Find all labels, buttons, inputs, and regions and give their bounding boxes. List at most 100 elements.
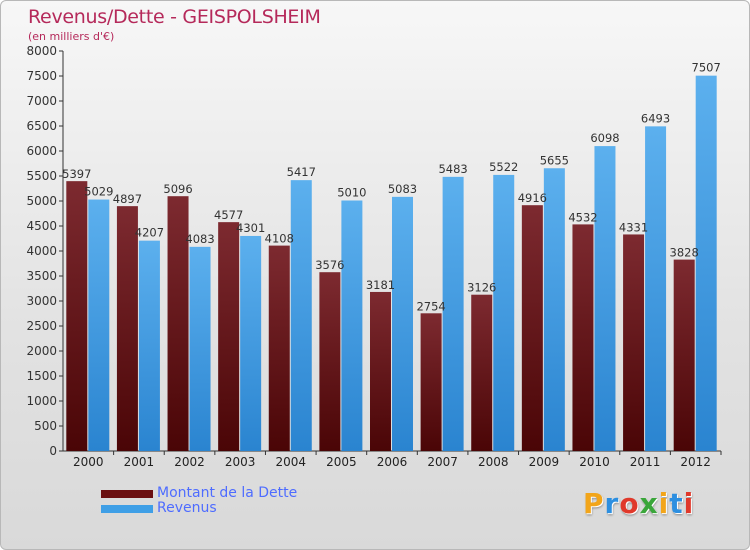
bar-revenue: [341, 200, 363, 451]
bars-group: [66, 75, 717, 452]
bar-revenue-label: 7507: [692, 61, 721, 75]
bar-debt-label: 4897: [113, 192, 142, 206]
legend-label-debt: Montant de la Dette: [157, 485, 298, 501]
bar-revenue-label: 5522: [489, 160, 518, 174]
logo-letter: r: [604, 487, 620, 520]
bar-debt-label: 3828: [670, 246, 699, 260]
bar-debt: [66, 181, 88, 451]
y-tick-label: 0: [49, 444, 57, 458]
legend-swatch-debt: [101, 490, 153, 498]
y-tick-label: 2000: [26, 344, 57, 358]
y-tick-label: 5000: [26, 194, 57, 208]
bar-debt-label: 5397: [62, 167, 91, 181]
bar-debt: [268, 245, 290, 451]
bar-revenue-label: 6493: [641, 111, 670, 125]
legend-item-revenue: Revenus: [101, 500, 361, 517]
y-tick-label: 4000: [26, 244, 57, 258]
x-tick-label: 2000: [73, 455, 104, 469]
bar-debt: [116, 206, 138, 451]
bar-debt: [218, 222, 240, 451]
logo-letter: t: [669, 487, 684, 520]
x-tick-label: 2008: [478, 455, 509, 469]
bar-revenue-label: 5483: [438, 162, 467, 176]
bar-debt: [319, 272, 341, 451]
y-tick-label: 3500: [26, 269, 57, 283]
y-tick-label: 3000: [26, 294, 57, 308]
bar-revenue: [240, 235, 262, 451]
x-tick-label: 2003: [225, 455, 256, 469]
bar-revenue: [138, 240, 160, 451]
bar-debt-label: 2754: [416, 299, 445, 313]
bar-debt: [673, 259, 695, 451]
bar-revenue-label: 5417: [287, 165, 316, 179]
logo-letter: o: [619, 487, 640, 520]
x-tick-label: 2001: [124, 455, 155, 469]
bar-revenue: [189, 246, 211, 451]
legend-label-revenue: Revenus: [157, 500, 217, 516]
x-tick-label: 2012: [680, 455, 711, 469]
bar-revenue-label: 4083: [185, 232, 214, 246]
bar-debt-label: 4331: [619, 220, 648, 234]
bar-revenue: [392, 196, 413, 451]
bar-revenue-label: 6098: [590, 131, 619, 145]
bar-debt-label: 4108: [265, 232, 294, 246]
bar-revenue: [645, 126, 667, 451]
y-tick-label: 7000: [26, 94, 57, 108]
bar-revenue: [442, 176, 464, 451]
bar-debt: [167, 196, 189, 451]
bar-debt-label: 4532: [568, 210, 597, 224]
proxiti-logo: Proxiti: [583, 487, 694, 520]
logo-letter: i: [658, 487, 670, 520]
y-tick-label: 500: [34, 419, 57, 433]
bar-revenue-label: 5010: [337, 186, 366, 200]
logo-letter: x: [639, 487, 659, 520]
legend-item-debt: Montant de la Dette: [101, 485, 361, 502]
bar-revenue-label: 5655: [540, 153, 569, 167]
bar-revenue-label: 4301: [236, 221, 265, 235]
x-tick-label: 2004: [275, 455, 306, 469]
bar-revenue: [493, 174, 515, 451]
x-tick-label: 2007: [427, 455, 458, 469]
logo-letter: P: [583, 487, 605, 520]
bar-debt: [521, 205, 543, 451]
bar-revenue: [543, 168, 565, 451]
y-axis: 0 500 1000 1500 2000 2500 3000 3500 4000 4500 5000…: [26, 44, 64, 458]
bar-debt: [623, 234, 645, 451]
x-tick-label: 2011: [630, 455, 661, 469]
chart-subtitle: (en milliers d'€): [28, 30, 115, 43]
y-tick-label: 2500: [26, 319, 57, 333]
bar-revenue-label: 5029: [84, 185, 113, 199]
y-tick-label: 5500: [26, 169, 57, 183]
bar-revenue: [695, 75, 717, 452]
legend-swatch-revenue: [101, 505, 153, 513]
y-tick-label: 1000: [26, 394, 57, 408]
x-tick-label: 2010: [579, 455, 610, 469]
y-tick-label: 1500: [26, 369, 57, 383]
y-tick-label: 7500: [26, 69, 57, 83]
x-axis: 2000 2001 2002 2003 2004 2005 2006 2007 2008 2009…: [63, 450, 722, 469]
bar-debt: [471, 294, 493, 451]
x-tick-label: 2009: [529, 455, 560, 469]
x-tick-label: 2006: [377, 455, 408, 469]
bar-debt: [370, 291, 391, 451]
bar-revenue: [594, 146, 616, 451]
bar-debt-label: 4577: [214, 208, 243, 222]
bar-debt-label: 4916: [518, 191, 547, 205]
logo-letter: i: [683, 487, 695, 520]
bar-debt-label: 3576: [315, 258, 344, 272]
y-tick-label: 8000: [26, 44, 57, 58]
bar-revenue: [290, 180, 312, 451]
bar-revenue: [88, 199, 110, 451]
bar-debt-label: 5096: [163, 182, 192, 196]
bar-revenue-label: 5083: [388, 182, 417, 196]
x-tick-label: 2005: [326, 455, 357, 469]
x-tick-label: 2002: [174, 455, 205, 469]
y-tick-label: 6500: [26, 119, 57, 133]
bar-revenue-label: 4207: [135, 226, 164, 240]
chart-title: Revenus/Dette - GEISPOLSHEIM: [28, 6, 321, 28]
bar-debt-label: 3126: [467, 281, 496, 295]
bar-debt: [572, 224, 594, 451]
